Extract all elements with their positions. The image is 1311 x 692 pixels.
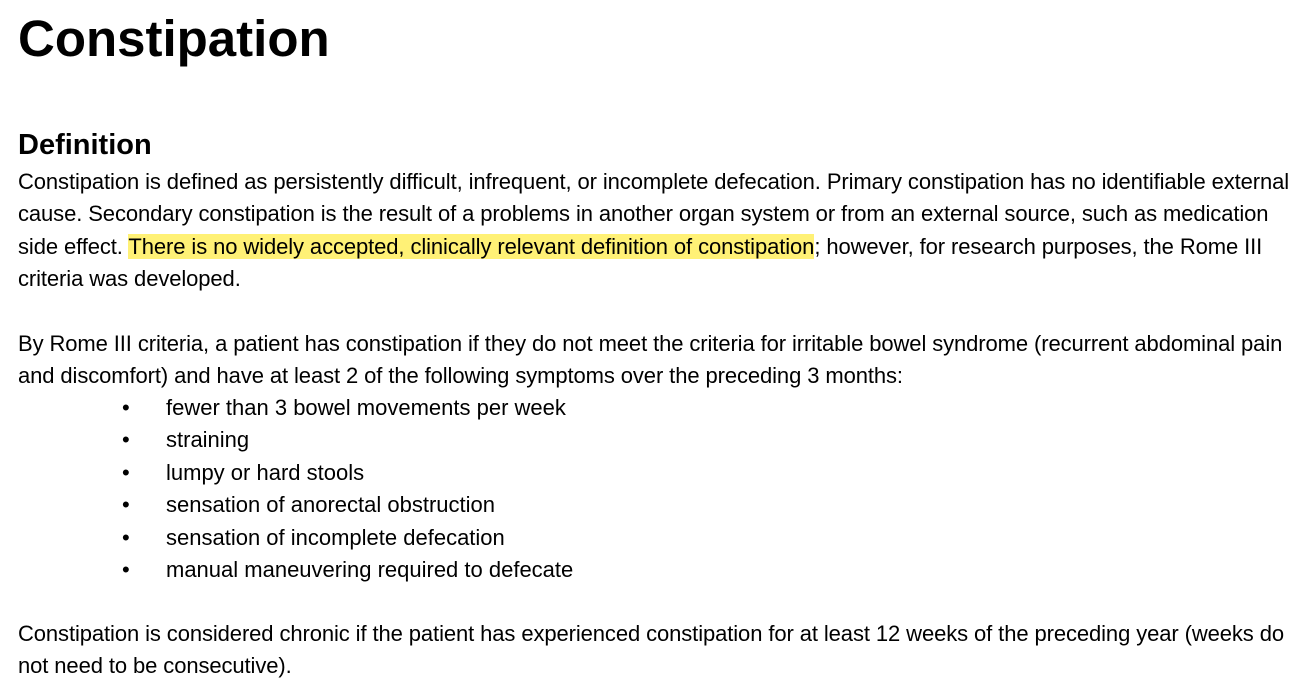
list-item-text: sensation of anorectal obstruction <box>166 492 495 518</box>
list-item: • lumpy or hard stools <box>18 457 573 489</box>
definition-paragraph: Constipation is defined as persistently … <box>18 166 1308 296</box>
list-item: • fewer than 3 bowel movements per week <box>18 392 573 424</box>
definition-text-continued: ; however, for research purposes, the Ro… <box>18 233 1263 292</box>
list-item-text: fewer than 3 bowel movements per week <box>166 395 566 420</box>
rome-criteria-paragraph: By Rome III criteria, a patient has cons… <box>18 331 1283 389</box>
bullet-icon: • <box>122 557 130 583</box>
list-item-text: manual maneuvering required to defecate <box>166 557 574 583</box>
bullet-icon: • <box>122 492 130 518</box>
list-item: • sensation of incomplete defecation <box>18 522 573 554</box>
criteria-list: • fewer than 3 bowel movements per week •… <box>18 392 573 586</box>
bullet-icon: • <box>122 395 130 420</box>
list-item: • manual maneuvering required to defecate <box>18 554 573 586</box>
definition-text: Constipation is defined as persistently … <box>18 169 1290 259</box>
highlighted-text: There is no widely accepted, clinically … <box>128 233 815 259</box>
bullet-icon: • <box>122 427 130 453</box>
list-item: • sensation of anorectal obstruction <box>18 489 573 521</box>
chronic-definition-paragraph: Constipation is considered chronic if th… <box>18 621 1284 679</box>
bullet-icon: • <box>122 459 130 485</box>
list-item-text: sensation of incomplete defecation <box>166 524 505 550</box>
page-title: Constipation <box>18 10 330 67</box>
section-heading-definition: Definition <box>18 129 152 161</box>
bullet-icon: • <box>122 524 130 550</box>
list-item-text: straining <box>166 427 250 453</box>
list-item-text: lumpy or hard stools <box>166 459 365 485</box>
list-item: • straining <box>18 424 573 456</box>
